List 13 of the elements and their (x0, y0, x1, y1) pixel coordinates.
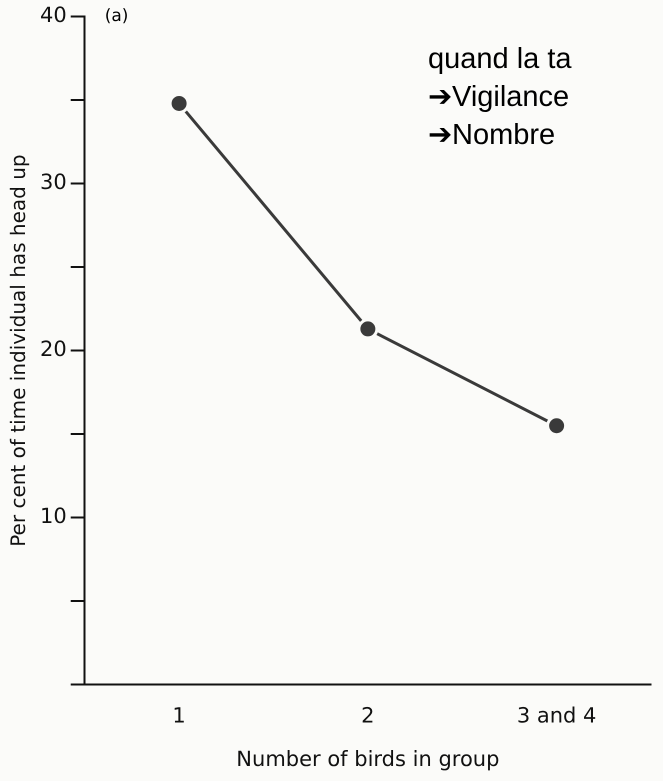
y-tick-label: 30 (40, 170, 67, 194)
x-tick-label: 2 (361, 704, 375, 728)
y-tick-label: 40 (40, 3, 67, 28)
annotation: ➔Vigilance (428, 81, 570, 113)
y-tick-label: 20 (40, 337, 67, 362)
annotation: (a) (104, 6, 128, 26)
x-tick-label: 3 and 4 (516, 704, 596, 728)
y-tick-label: 10 (40, 504, 67, 528)
x-tick-label: 1 (172, 704, 186, 728)
annotation: quand la ta (428, 43, 572, 75)
annotation: ➔Nombre (428, 119, 556, 151)
x-axis-title: Number of birds in group (236, 746, 500, 771)
y-axis-title: Per cent of time individual has head up (6, 154, 30, 547)
